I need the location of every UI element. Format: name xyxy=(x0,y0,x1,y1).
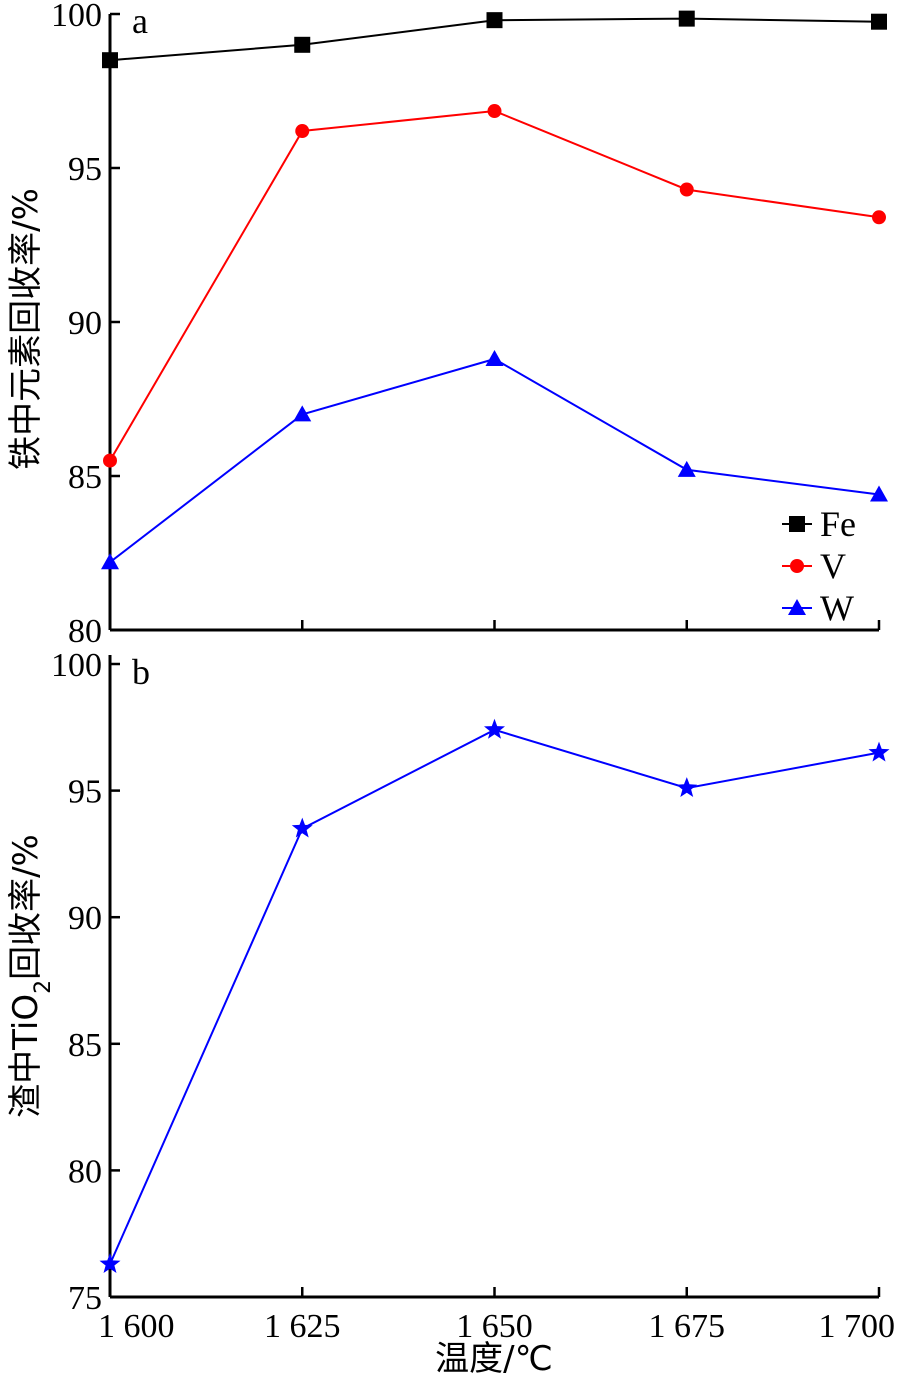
panel-a-point-w xyxy=(101,553,119,570)
panel-b-series-line-tio2 xyxy=(109,728,880,1265)
panel-a-point-v xyxy=(679,182,694,197)
panel-a-series-line-v xyxy=(109,109,880,462)
legend-marker-fe xyxy=(789,516,805,532)
panel-b-point-tio2 xyxy=(484,718,505,739)
panel-a-y-tick-label: 85 xyxy=(68,459,102,496)
panel-b-y-tick-label: 75 xyxy=(68,1280,102,1317)
panel-a-point-v xyxy=(487,104,502,119)
x-tick-label: 1 625 xyxy=(264,1308,341,1345)
panel-a-point-w xyxy=(485,349,504,366)
legend-label-v: V xyxy=(820,546,846,586)
panel-b-series xyxy=(99,718,890,1273)
panel-b-point-tio2 xyxy=(868,741,890,762)
panel-a-y-tick-label: 100 xyxy=(51,0,102,34)
x-axis-ticks: 1 600 1 625 1 650 1 675 1 700 xyxy=(98,620,895,1345)
panel-a-point-w xyxy=(293,405,312,422)
legend-label-fe: Fe xyxy=(820,504,856,544)
panel-b-y-axis-title: 渣中TiO2回收率/% xyxy=(6,834,56,1118)
panel-a-point-w xyxy=(870,485,888,502)
panel-a-y-ticks: 80 85 90 95 100 xyxy=(51,0,120,650)
legend-marker-w xyxy=(788,599,806,615)
x-tick-label: 1 675 xyxy=(649,1308,726,1345)
x-tick-label: 1 700 xyxy=(819,1308,896,1345)
panel-a-letter: a xyxy=(132,1,148,41)
panel-a-point-fe xyxy=(102,52,118,69)
panel-b-y-tick-label: 85 xyxy=(68,1027,102,1064)
panel-a-series-line-w xyxy=(109,357,880,563)
legend-label-w: W xyxy=(820,588,854,628)
panel-a-series xyxy=(101,10,888,570)
panel-b-y-title-prefix: 渣中TiO xyxy=(6,994,46,1118)
panel-a-point-fe xyxy=(486,12,503,29)
panel-b-y-tick-label: 80 xyxy=(68,1153,102,1190)
panel-a-point-v xyxy=(872,210,886,225)
legend-marker-v xyxy=(790,559,804,573)
panel-a-point-fe xyxy=(294,36,311,53)
panel-b: b 75 80 85 90 95 100 渣中TiO2回收率/% xyxy=(6,647,890,1317)
panel-b-y-title-subscript: 2 xyxy=(31,980,56,994)
panel-b-y-ticks: 75 80 85 90 95 100 xyxy=(51,647,120,1317)
panel-b-y-tick-label: 100 xyxy=(51,647,102,684)
panel-b-point-tio2 xyxy=(99,1253,121,1273)
panel-b-y-tick-label: 90 xyxy=(68,900,102,937)
panel-a-y-tick-label: 80 xyxy=(68,613,102,650)
panel-a-y-tick-label: 95 xyxy=(68,151,102,188)
x-axis-title: 温度/℃ xyxy=(435,1339,553,1379)
panel-a-point-w xyxy=(677,460,696,477)
panel-b-y-tick-label: 95 xyxy=(68,774,102,811)
panel-a-point-v xyxy=(103,453,117,468)
panel-a-point-fe xyxy=(871,13,887,30)
panel-a-point-v xyxy=(295,124,310,139)
x-tick-label: 1 600 xyxy=(98,1308,175,1345)
panel-a-y-tick-label: 90 xyxy=(68,305,102,342)
panel-a-point-fe xyxy=(678,10,695,27)
panel-b-letter: b xyxy=(132,652,150,692)
panel-b-point-tio2 xyxy=(291,817,313,838)
panel-a-y-axis-title: 铁中元素回收率/% xyxy=(6,188,46,470)
x-tick-label: 1 650 xyxy=(456,1308,533,1345)
panel-b-point-tio2 xyxy=(676,777,698,797)
panel-b-y-title-suffix: 回收率/% xyxy=(6,834,46,980)
